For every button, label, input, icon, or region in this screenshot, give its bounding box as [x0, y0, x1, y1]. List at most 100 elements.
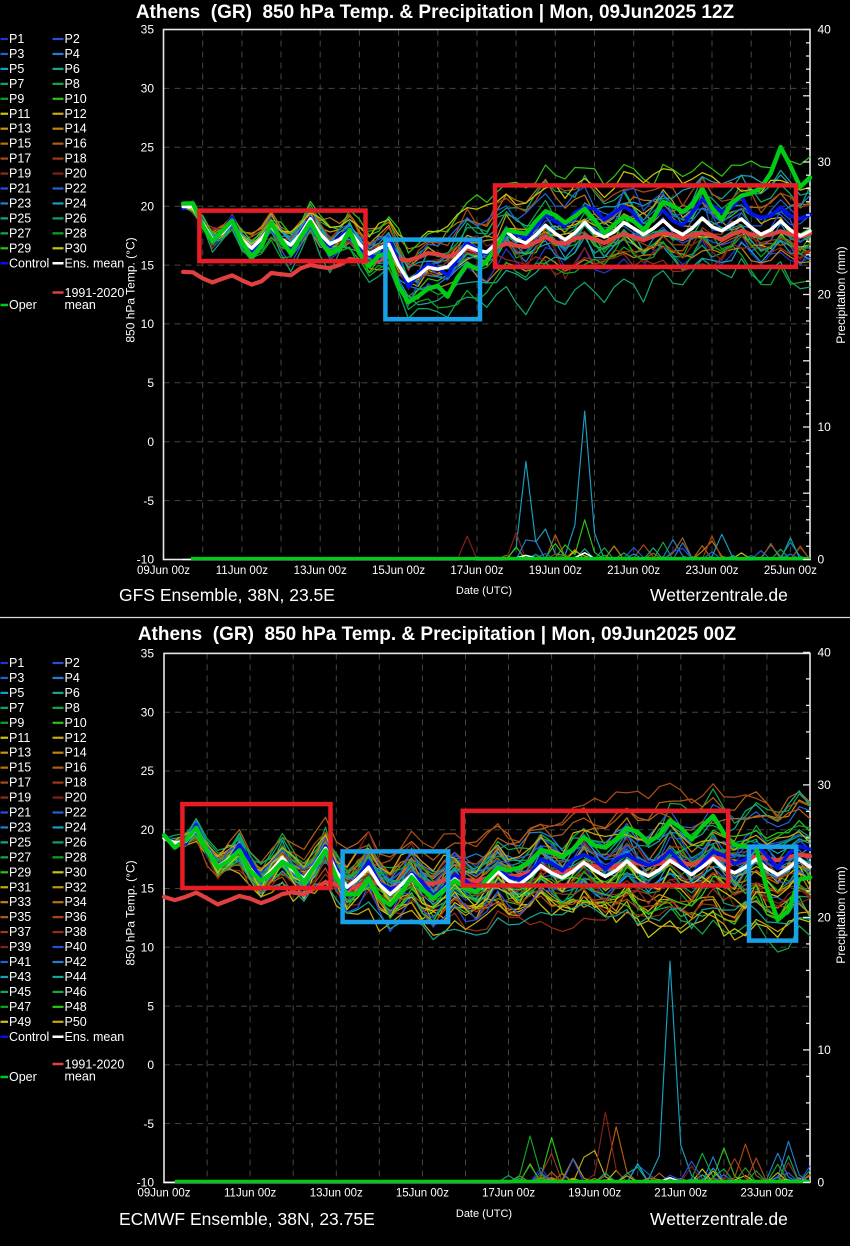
svg-text:P5: P5 — [9, 62, 24, 76]
svg-text:mean: mean — [65, 298, 96, 312]
svg-text:P35: P35 — [9, 910, 31, 924]
svg-text:P23: P23 — [9, 820, 31, 834]
svg-text:40: 40 — [818, 23, 832, 37]
svg-text:25: 25 — [141, 140, 155, 154]
svg-text:P4: P4 — [65, 671, 80, 685]
svg-text:23Jun 00z: 23Jun 00z — [740, 1188, 793, 1200]
svg-text:20: 20 — [818, 911, 832, 925]
svg-text:P29: P29 — [9, 865, 31, 879]
svg-text:P21: P21 — [9, 806, 31, 820]
svg-text:25: 25 — [141, 764, 155, 778]
svg-text:P11: P11 — [9, 107, 30, 121]
svg-text:20: 20 — [141, 823, 155, 837]
svg-text:P3: P3 — [9, 47, 24, 61]
svg-text:15Jun 00z: 15Jun 00z — [396, 1188, 449, 1200]
svg-text:P19: P19 — [9, 791, 31, 805]
svg-text:P9: P9 — [9, 716, 24, 730]
svg-text:P10: P10 — [65, 716, 87, 730]
svg-text:P3: P3 — [9, 671, 24, 685]
svg-text:13Jun 00z: 13Jun 00z — [310, 1188, 363, 1200]
svg-text:P48: P48 — [65, 1000, 87, 1014]
svg-text:P1: P1 — [9, 656, 24, 670]
svg-text:P44: P44 — [65, 970, 87, 984]
svg-text:P26: P26 — [65, 835, 87, 849]
svg-text:Wetterzentrale.de: Wetterzentrale.de — [650, 585, 788, 605]
svg-text:Control: Control — [9, 256, 49, 270]
svg-text:1991-2020: 1991-2020 — [65, 286, 125, 300]
svg-text:20: 20 — [818, 288, 832, 302]
svg-text:P22: P22 — [65, 806, 87, 820]
svg-text:P21: P21 — [9, 182, 31, 196]
svg-text:P34: P34 — [65, 895, 87, 909]
svg-text:P17: P17 — [9, 776, 31, 790]
svg-text:P7: P7 — [9, 77, 24, 91]
svg-text:P47: P47 — [9, 1000, 31, 1014]
svg-text:30: 30 — [141, 705, 155, 719]
svg-text:GFS Ensemble, 38N, 23.5E: GFS Ensemble, 38N, 23.5E — [119, 585, 335, 605]
svg-text:P15: P15 — [9, 137, 31, 151]
svg-text:P29: P29 — [9, 241, 31, 255]
svg-text:P24: P24 — [65, 820, 87, 834]
svg-text:Oper: Oper — [9, 1070, 37, 1084]
svg-text:P15: P15 — [9, 761, 31, 775]
svg-text:5: 5 — [147, 376, 154, 390]
svg-text:15Jun 00z: 15Jun 00z — [372, 565, 425, 577]
svg-text:21Jun 00z: 21Jun 00z — [654, 1188, 707, 1200]
svg-text:P37: P37 — [9, 925, 31, 939]
svg-text:09Jun 00z: 09Jun 00z — [137, 565, 190, 577]
svg-text:P17: P17 — [9, 152, 31, 166]
svg-text:P8: P8 — [65, 77, 80, 91]
svg-text:850 hPa Temp. (°C): 850 hPa Temp. (°C) — [124, 237, 138, 342]
svg-text:Oper: Oper — [9, 298, 37, 312]
svg-text:35: 35 — [141, 23, 155, 37]
svg-text:P25: P25 — [9, 211, 31, 225]
svg-text:P14: P14 — [65, 746, 87, 760]
svg-text:30: 30 — [141, 82, 155, 96]
svg-text:P25: P25 — [9, 835, 31, 849]
svg-text:mean: mean — [65, 1070, 96, 1084]
svg-text:10: 10 — [141, 317, 155, 331]
svg-text:P16: P16 — [65, 761, 87, 775]
svg-text:P45: P45 — [9, 985, 31, 999]
svg-text:P46: P46 — [65, 985, 87, 999]
svg-text:P12: P12 — [65, 107, 87, 121]
svg-text:09Jun 00z: 09Jun 00z — [137, 1188, 190, 1200]
svg-text:Precipitation (mm): Precipitation (mm) — [834, 246, 848, 343]
svg-text:21Jun 00z: 21Jun 00z — [607, 565, 660, 577]
svg-text:19Jun 00z: 19Jun 00z — [529, 565, 582, 577]
svg-text:Athens (GR) 850 hPa Temp. &: Athens (GR) 850 hPa Temp. & Precipitatio… — [138, 624, 737, 645]
svg-text:P36: P36 — [65, 910, 87, 924]
svg-text:P6: P6 — [65, 62, 80, 76]
svg-text:25Jun 00z: 25Jun 00z — [764, 565, 817, 577]
svg-text:13Jun 00z: 13Jun 00z — [294, 565, 347, 577]
svg-text:P20: P20 — [65, 167, 87, 181]
svg-text:P32: P32 — [65, 880, 87, 894]
svg-text:1991-2020: 1991-2020 — [65, 1058, 125, 1072]
svg-text:P6: P6 — [65, 686, 80, 700]
svg-text:P50: P50 — [65, 1015, 87, 1029]
svg-text:Precipitation (mm): Precipitation (mm) — [834, 866, 848, 963]
svg-text:P2: P2 — [65, 656, 80, 670]
svg-text:ECMWF Ensemble, 38N, 23.75E: ECMWF Ensemble, 38N, 23.75E — [119, 1209, 375, 1229]
svg-text:P2: P2 — [65, 32, 80, 46]
svg-text:-5: -5 — [143, 494, 154, 508]
svg-text:P23: P23 — [9, 196, 31, 210]
svg-text:850 hPa Temp. (°C): 850 hPa Temp. (°C) — [124, 860, 138, 965]
svg-text:17Jun 00z: 17Jun 00z — [450, 565, 503, 577]
svg-text:P22: P22 — [65, 182, 87, 196]
svg-text:40: 40 — [818, 646, 832, 660]
svg-text:30: 30 — [818, 155, 832, 169]
svg-text:P30: P30 — [65, 241, 87, 255]
svg-text:15: 15 — [141, 882, 155, 896]
svg-text:0: 0 — [147, 1058, 154, 1072]
svg-text:P18: P18 — [65, 152, 87, 166]
svg-text:23Jun 00z: 23Jun 00z — [685, 565, 738, 577]
svg-text:10: 10 — [818, 420, 832, 434]
svg-text:P26: P26 — [65, 211, 87, 225]
svg-text:15: 15 — [141, 258, 155, 272]
svg-text:P28: P28 — [65, 850, 87, 864]
svg-text:P18: P18 — [65, 776, 87, 790]
svg-text:P39: P39 — [9, 940, 31, 954]
svg-text:30: 30 — [818, 778, 832, 792]
svg-text:P49: P49 — [9, 1015, 31, 1029]
